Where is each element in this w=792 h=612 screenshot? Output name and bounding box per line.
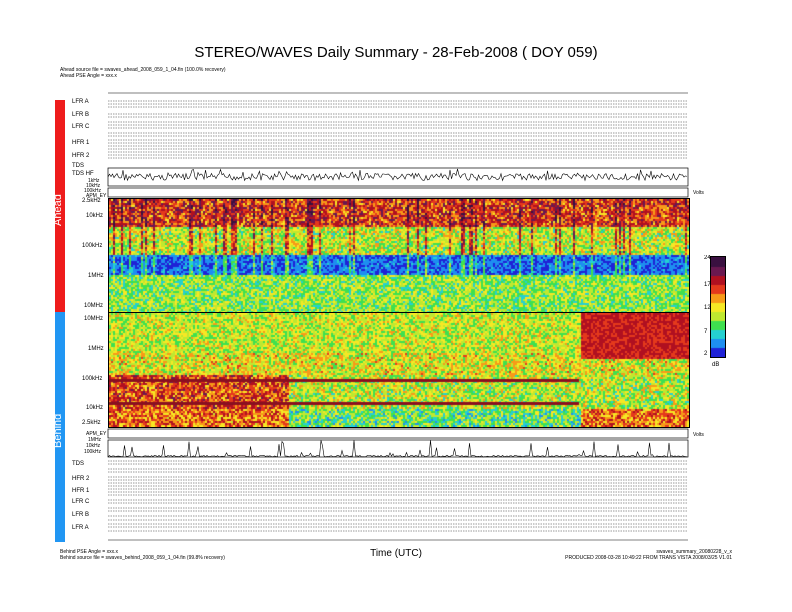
colorbar-tick-12: 12 bbox=[704, 305, 711, 311]
behind-row-hfr-2: HFR 2 bbox=[72, 476, 90, 482]
ahead-spec-tick-100khz: 100kHz bbox=[82, 243, 103, 249]
behind-tick-100khz: 100kHz bbox=[84, 449, 101, 455]
ahead-spectrogram bbox=[108, 198, 690, 313]
behind-spec-tick-1mhz: 1MHz bbox=[88, 346, 104, 352]
colorbar-unit: dB bbox=[712, 362, 720, 368]
behind-tds-hf-trace bbox=[107, 440, 688, 458]
behind-row-lfr-b: LFR B bbox=[72, 512, 90, 518]
ahead-spec-tick-1mhz: 1MHz bbox=[88, 273, 104, 279]
behind-row-lfr-c: LFR C bbox=[72, 499, 90, 505]
ahead-row-hfr-1: HFR 1 bbox=[72, 140, 90, 146]
ahead-tick-100khz: 100kHz bbox=[84, 188, 101, 194]
behind-source-file: Behind source file = swaves_behind_2008_… bbox=[60, 555, 225, 561]
footer-filename: swaves_summary_20080228_v_x bbox=[656, 549, 732, 555]
behind-tds-hf-box bbox=[107, 439, 689, 458]
ahead-row-lfr-c: LFR C bbox=[72, 124, 90, 130]
behind-spec-tick-10khz: 10kHz bbox=[86, 405, 104, 411]
colorbar-tick-7: 7 bbox=[704, 329, 708, 335]
ahead-row-lfr-b: LFR B bbox=[72, 112, 90, 118]
behind-tick-10khz: 10kHz bbox=[86, 443, 101, 449]
ahead-source-file: Ahead source file = swaves_ahead_2008_05… bbox=[60, 67, 226, 73]
ahead-tick-1khz: 1kHz bbox=[88, 178, 100, 184]
ahead-spec-tick-2_5khz: 2.5kHz bbox=[82, 198, 101, 204]
x-axis-label: Time (UTC) bbox=[370, 548, 422, 559]
behind-volts-label: Volts bbox=[693, 432, 704, 438]
colorbar-tick-17: 17 bbox=[704, 282, 711, 288]
behind-apm-box bbox=[107, 428, 689, 439]
ahead-row-hfr-2: HFR 2 bbox=[72, 153, 90, 159]
ahead-tds-hf-box bbox=[107, 167, 689, 187]
page-title: STEREO/WAVES Daily Summary - 28-Feb-2008… bbox=[194, 44, 598, 61]
ahead-apm-box bbox=[107, 187, 689, 198]
behind-row-lfr-a: LFR A bbox=[72, 525, 89, 531]
ahead-side-bar bbox=[55, 100, 65, 312]
behind-tick-1mhz: 1MHz bbox=[88, 437, 102, 443]
colorbar-canvas bbox=[711, 257, 725, 357]
behind-spectrogram bbox=[108, 312, 690, 428]
behind-row-tds: TDS bbox=[72, 461, 84, 467]
behind-row-hfr-1: HFR 1 bbox=[72, 488, 90, 494]
ahead-apm-label: APM_EY bbox=[86, 193, 107, 199]
ahead-spectrogram-canvas bbox=[109, 199, 689, 312]
behind-spectrogram-canvas bbox=[109, 313, 689, 427]
behind-spec-tick-2_5khz: 2.5kHz bbox=[82, 420, 101, 426]
behind-spec-tick-100khz: 100kHz bbox=[82, 376, 103, 382]
behind-apm-label: APM_EY bbox=[86, 431, 107, 437]
behind-side-bar bbox=[55, 312, 65, 542]
behind-pse-angle: Behind PSE Angle = xxx.x bbox=[60, 549, 118, 555]
ahead-volts-label: Volts bbox=[693, 190, 704, 196]
footer-produced: PRODUCED 2008-03-28 10:49:22 FROM TRANS … bbox=[565, 555, 732, 561]
ahead-pse-angle: Ahead PSE Angle = xxx.x bbox=[60, 73, 117, 79]
colorbar-tick-24: 24 bbox=[704, 255, 711, 261]
ahead-row-lfr-a: LFR A bbox=[72, 99, 89, 105]
ahead-row-tds: TDS bbox=[72, 163, 84, 169]
ahead-tick-10khz: 10kHz bbox=[86, 183, 101, 189]
behind-spec-tick-10mhz: 10MHz bbox=[84, 316, 104, 322]
ahead-spec-tick-10khz: 10kHz bbox=[86, 213, 104, 219]
ahead-tds-hf-trace bbox=[107, 168, 688, 182]
colorbar-tick-2: 2 bbox=[704, 351, 708, 357]
colorbar bbox=[710, 256, 726, 358]
ahead-row-tds-hf: TDS HF bbox=[72, 171, 94, 177]
ahead-spec-tick-10mhz: 10MHz bbox=[84, 303, 104, 309]
